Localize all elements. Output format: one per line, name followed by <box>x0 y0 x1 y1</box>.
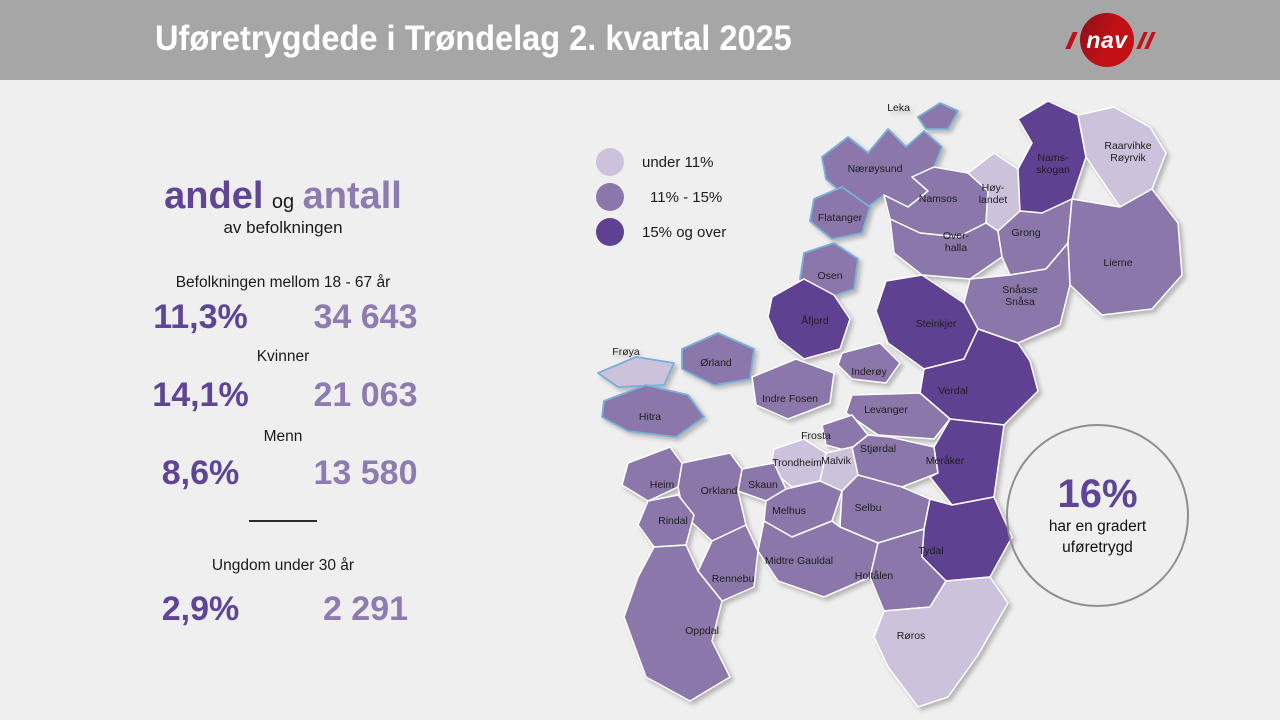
municipality-label-holtalen: Holtålen <box>855 570 894 582</box>
municipality-label-meraker: Meråker <box>926 455 965 467</box>
gradert-value: 16% <box>1057 472 1138 516</box>
stat-count-ungdom: 2 291 <box>322 590 409 628</box>
municipality-label-roros: Røros <box>897 630 926 642</box>
legend-swatch-light-icon <box>596 148 624 176</box>
stat-values-ungdom: 2,9% 2 291 <box>103 590 463 629</box>
municipality-label-heim: Heim <box>650 479 675 491</box>
stat-values-menn: 8,6% 13 580 <box>103 454 463 493</box>
stat-count-kvinner: 21 063 <box>313 376 418 414</box>
municipality-label-namsos: Namsos <box>919 193 958 205</box>
municipality-label-steinkjer: Steinkjer <box>916 318 957 330</box>
municipality-label-flatanger: Flatanger <box>818 212 863 224</box>
stat-share-ungdom: 2,9% <box>161 590 240 628</box>
municipality-orland <box>681 332 755 386</box>
gradert-line1: har en gradert <box>1048 518 1147 535</box>
municipality-label-rindal: Rindal <box>658 515 688 527</box>
municipality-tydal <box>921 496 1013 582</box>
municipality-label-namsskogan: Nams-skogan <box>1036 152 1070 176</box>
nav-logo-slashes-right-icon <box>1136 31 1156 49</box>
municipality-label-afjord: Åfjord <box>801 314 829 327</box>
municipality-label-orkland: Orkland <box>701 485 738 497</box>
stats-title-og: og <box>271 191 295 213</box>
gradert-line2: uføretrygd <box>1062 539 1133 556</box>
stat-values-kvinner: 14,1% 21 063 <box>103 376 463 415</box>
map-legend: under 11% 11% - 15% 15% og over <box>596 148 726 253</box>
stat-count-befolkningen: 34 643 <box>313 298 418 336</box>
municipality-label-hitra: Hitra <box>639 411 661 423</box>
nav-logo-text: nav <box>1086 26 1128 53</box>
municipality-heim <box>621 446 683 502</box>
municipality-label-leka: Leka <box>887 102 910 114</box>
stat-label-befolkningen: Befolkningen mellom 18 - 67 år <box>175 274 391 291</box>
stat-label-ungdom: Ungdom under 30 år <box>211 557 355 574</box>
gradert-callout-circle: 16% har en gradert uføretrygd <box>1006 424 1189 607</box>
header-bar: Uføretrygdede i Trøndelag 2. kvartal 202… <box>0 0 1280 80</box>
municipality-label-osen: Osen <box>817 270 842 282</box>
nav-logo: nav <box>1065 13 1156 67</box>
municipality-label-frosta: Frosta <box>801 430 831 442</box>
municipality-hitra <box>601 384 705 438</box>
municipality-label-inderoy: Inderøy <box>851 366 887 378</box>
municipality-label-orland: Ørland <box>700 357 732 369</box>
legend-item-15-over: 15% og over <box>596 218 726 246</box>
legend-swatch-dark-icon <box>596 218 624 246</box>
municipality-label-skaun: Skaun <box>748 479 778 491</box>
municipality-inderoy <box>837 342 901 384</box>
municipality-label-hoylandet: Høy-landet <box>979 182 1008 206</box>
stat-share-kvinner: 14,1% <box>152 376 249 414</box>
stat-share-befolkningen: 11,3% <box>153 298 248 336</box>
stats-subtitle: av befolkningen <box>223 218 343 237</box>
section-divider <box>249 520 317 522</box>
municipality-label-melhus: Melhus <box>772 505 806 517</box>
municipality-indrefosen <box>751 358 835 420</box>
municipality-label-oppdal: Oppdal <box>685 625 719 637</box>
municipality-flatanger <box>809 186 871 240</box>
municipality-label-royrvik: Raarvihke Røyrvik <box>1104 140 1151 164</box>
stat-count-menn: 13 580 <box>313 454 418 492</box>
municipality-label-rennebu: Rennebu <box>712 573 755 585</box>
municipality-label-levanger: Levanger <box>864 404 908 416</box>
nav-logo-slash-left-icon <box>1065 31 1078 49</box>
stat-share-menn: 8,6% <box>161 454 240 492</box>
municipality-royrvik <box>1077 106 1167 208</box>
municipality-label-overhalla: Over-halla <box>943 230 970 254</box>
legend-item-under-11: under 11% <box>596 148 726 176</box>
stat-values-befolkningen: 11,3% 34 643 <box>103 298 463 337</box>
legend-swatch-medium-icon <box>596 183 624 211</box>
municipality-label-verdal: Verdal <box>938 385 968 397</box>
municipality-froya <box>597 356 675 388</box>
stats-title-andel: andel <box>164 175 264 217</box>
municipality-levanger <box>845 392 951 440</box>
municipality-label-midtregauldal: Midtre Gauldal <box>765 555 833 567</box>
municipality-afjord <box>767 278 851 360</box>
nav-logo-circle-icon: nav <box>1080 13 1134 67</box>
municipality-leka <box>917 102 959 130</box>
stats-title-antall: antall <box>302 175 402 217</box>
municipality-label-malvik: Malvik <box>821 455 852 467</box>
municipality-label-tydal: Tydal <box>918 545 943 557</box>
stat-label-kvinner: Kvinner <box>256 348 310 365</box>
municipality-label-selbu: Selbu <box>855 502 882 514</box>
municipality-label-naeroysund: Nærøysund <box>848 163 903 175</box>
municipality-label-indrefosen: Indre Fosen <box>762 393 818 405</box>
municipality-label-snasa: Snåase Snåsa <box>1002 284 1038 308</box>
municipality-label-grong: Grong <box>1011 227 1040 239</box>
municipality-label-lierne: Lierne <box>1103 257 1132 269</box>
stat-label-menn: Menn <box>263 428 303 445</box>
municipality-roros <box>873 576 1009 708</box>
stats-title: andel og antall <box>103 175 463 218</box>
municipality-lierne <box>1067 188 1183 316</box>
municipality-label-stjordal: Stjørdal <box>860 443 896 455</box>
trondelag-choropleth-map: Leka Nærøysund Namsos Høy-landet Nams-skogan… <box>597 100 1183 708</box>
municipality-label-froya: Frøya <box>612 346 640 358</box>
page-title: Uføretrygdede i Trøndelag 2. kvartal 202… <box>155 19 792 59</box>
municipality-label-trondheim: Trondheim <box>772 457 822 469</box>
legend-item-11-15: 11% - 15% <box>596 183 726 211</box>
municipality-oppdal <box>623 544 731 702</box>
